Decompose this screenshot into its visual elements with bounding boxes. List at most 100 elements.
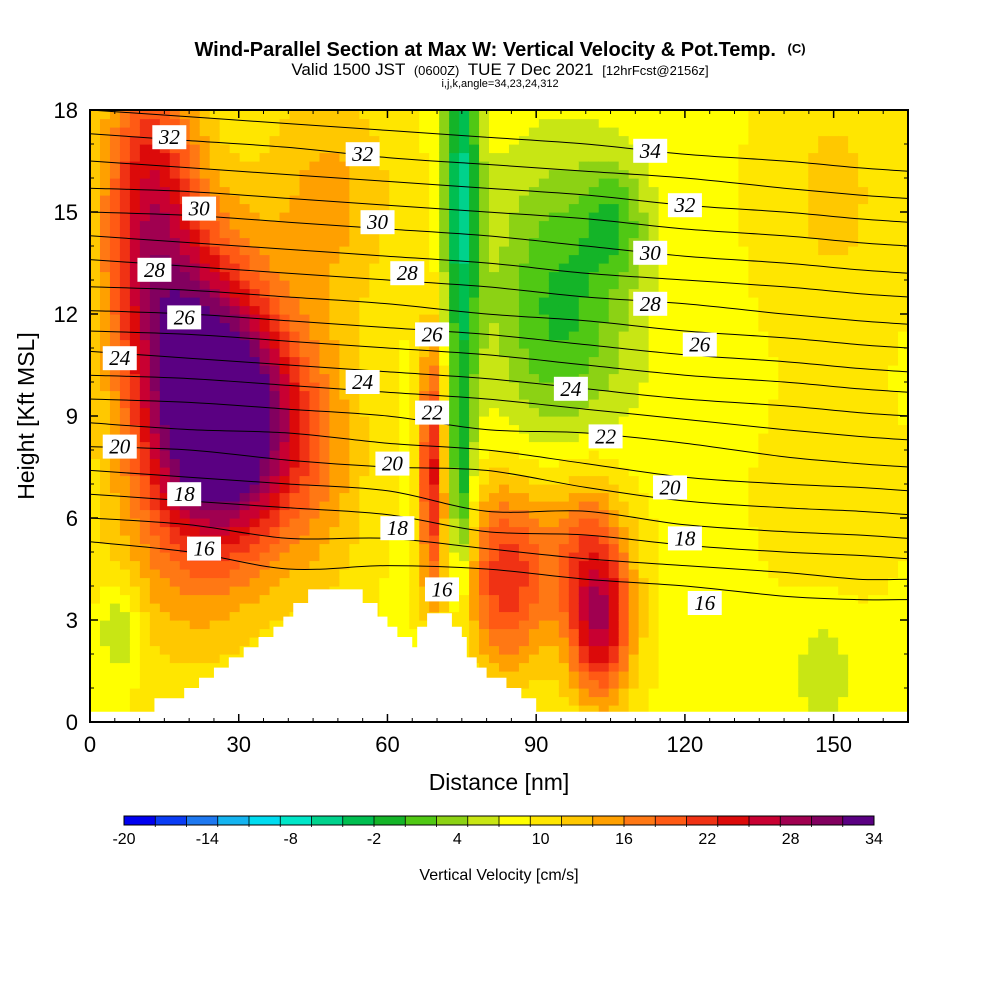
- velocity-cell: [399, 560, 410, 570]
- velocity-cell: [728, 518, 740, 528]
- velocity-cell: [728, 246, 740, 256]
- velocity-cell: [578, 288, 590, 298]
- velocity-cell: [419, 433, 430, 443]
- velocity-cell: [558, 220, 570, 230]
- velocity-cell: [658, 322, 670, 332]
- velocity-cell: [748, 305, 759, 315]
- velocity-cell: [359, 271, 370, 281]
- velocity-cell: [279, 144, 291, 154]
- velocity-cell: [499, 611, 510, 621]
- velocity-cell: [678, 467, 690, 477]
- velocity-cell: [668, 628, 680, 638]
- velocity-cell: [578, 212, 590, 222]
- velocity-cell: [119, 662, 131, 672]
- velocity-cell: [379, 331, 390, 341]
- velocity-cell: [409, 390, 420, 400]
- velocity-cell: [399, 399, 410, 409]
- velocity-cell: [598, 467, 610, 477]
- velocity-cell: [399, 246, 410, 256]
- velocity-cell: [518, 331, 530, 341]
- velocity-cell: [319, 399, 331, 409]
- velocity-cell: [449, 169, 460, 179]
- velocity-cell: [319, 424, 331, 434]
- velocity-cell: [738, 110, 749, 120]
- velocity-cell: [778, 637, 789, 647]
- velocity-cell: [708, 263, 720, 273]
- velocity-cell: [618, 339, 630, 349]
- velocity-cell: [339, 467, 350, 477]
- velocity-cell: [548, 161, 560, 171]
- velocity-cell: [409, 441, 420, 451]
- velocity-cell: [109, 518, 121, 528]
- velocity-cell: [429, 458, 440, 468]
- velocity-cell: [99, 645, 111, 655]
- velocity-cell: [658, 671, 670, 681]
- velocity-cell: [608, 679, 620, 689]
- velocity-cell: [538, 407, 550, 417]
- velocity-cell: [588, 543, 600, 553]
- velocity-cell: [259, 186, 271, 196]
- velocity-cell: [738, 288, 749, 298]
- velocity-cell: [508, 110, 520, 120]
- velocity-cell: [339, 280, 350, 290]
- velocity-cell: [259, 280, 271, 290]
- velocity-cell: [758, 178, 769, 188]
- velocity-cell: [718, 127, 730, 137]
- velocity-cell: [768, 645, 779, 655]
- velocity-cell: [429, 246, 440, 256]
- velocity-cell: [99, 705, 111, 715]
- velocity-cell: [249, 390, 261, 400]
- velocity-cell: [309, 110, 321, 120]
- velocity-cell: [109, 399, 121, 409]
- velocity-cell: [339, 229, 350, 239]
- velocity-cell: [768, 577, 779, 587]
- velocity-cell: [139, 246, 151, 256]
- velocity-cell: [558, 271, 570, 281]
- velocity-cell: [339, 305, 350, 315]
- velocity-cell: [99, 263, 111, 273]
- velocity-cell: [319, 577, 331, 587]
- velocity-cell: [199, 586, 211, 596]
- velocity-cell: [518, 560, 530, 570]
- velocity-cell: [439, 501, 450, 511]
- velocity-cell: [588, 203, 600, 213]
- velocity-cell: [489, 178, 500, 188]
- velocity-cell: [638, 518, 650, 528]
- velocity-cell: [129, 518, 141, 528]
- velocity-cell: [728, 407, 740, 417]
- velocity-cell: [728, 662, 740, 672]
- velocity-cell: [598, 186, 610, 196]
- velocity-cell: [628, 543, 640, 553]
- velocity-cell: [499, 254, 510, 264]
- velocity-cell: [119, 645, 131, 655]
- velocity-cell: [598, 322, 610, 332]
- velocity-cell: [269, 501, 281, 511]
- velocity-cell: [179, 331, 191, 341]
- velocity-cell: [99, 424, 111, 434]
- velocity-cell: [289, 161, 301, 171]
- velocity-cell: [489, 662, 500, 672]
- velocity-cell: [219, 424, 231, 434]
- velocity-cell: [698, 416, 710, 426]
- velocity-cell: [758, 611, 769, 621]
- velocity-cell: [538, 373, 550, 383]
- velocity-cell: [668, 229, 680, 239]
- velocity-cell: [329, 263, 340, 273]
- velocity-cell: [319, 433, 331, 443]
- velocity-cell: [189, 382, 201, 392]
- velocity-cell: [658, 577, 670, 587]
- velocity-cell: [359, 356, 370, 366]
- velocity-cell: [618, 288, 630, 298]
- velocity-cell: [479, 314, 490, 324]
- velocity-cell: [469, 535, 480, 545]
- velocity-cell: [678, 220, 690, 230]
- velocity-cell: [459, 152, 470, 162]
- velocity-cell: [558, 407, 570, 417]
- velocity-cell: [309, 169, 321, 179]
- velocity-cell: [668, 356, 680, 366]
- velocity-cell: [229, 152, 241, 162]
- velocity-cell: [199, 577, 211, 587]
- velocity-cell: [718, 195, 730, 205]
- velocity-cell: [688, 620, 700, 630]
- velocity-cell: [249, 399, 261, 409]
